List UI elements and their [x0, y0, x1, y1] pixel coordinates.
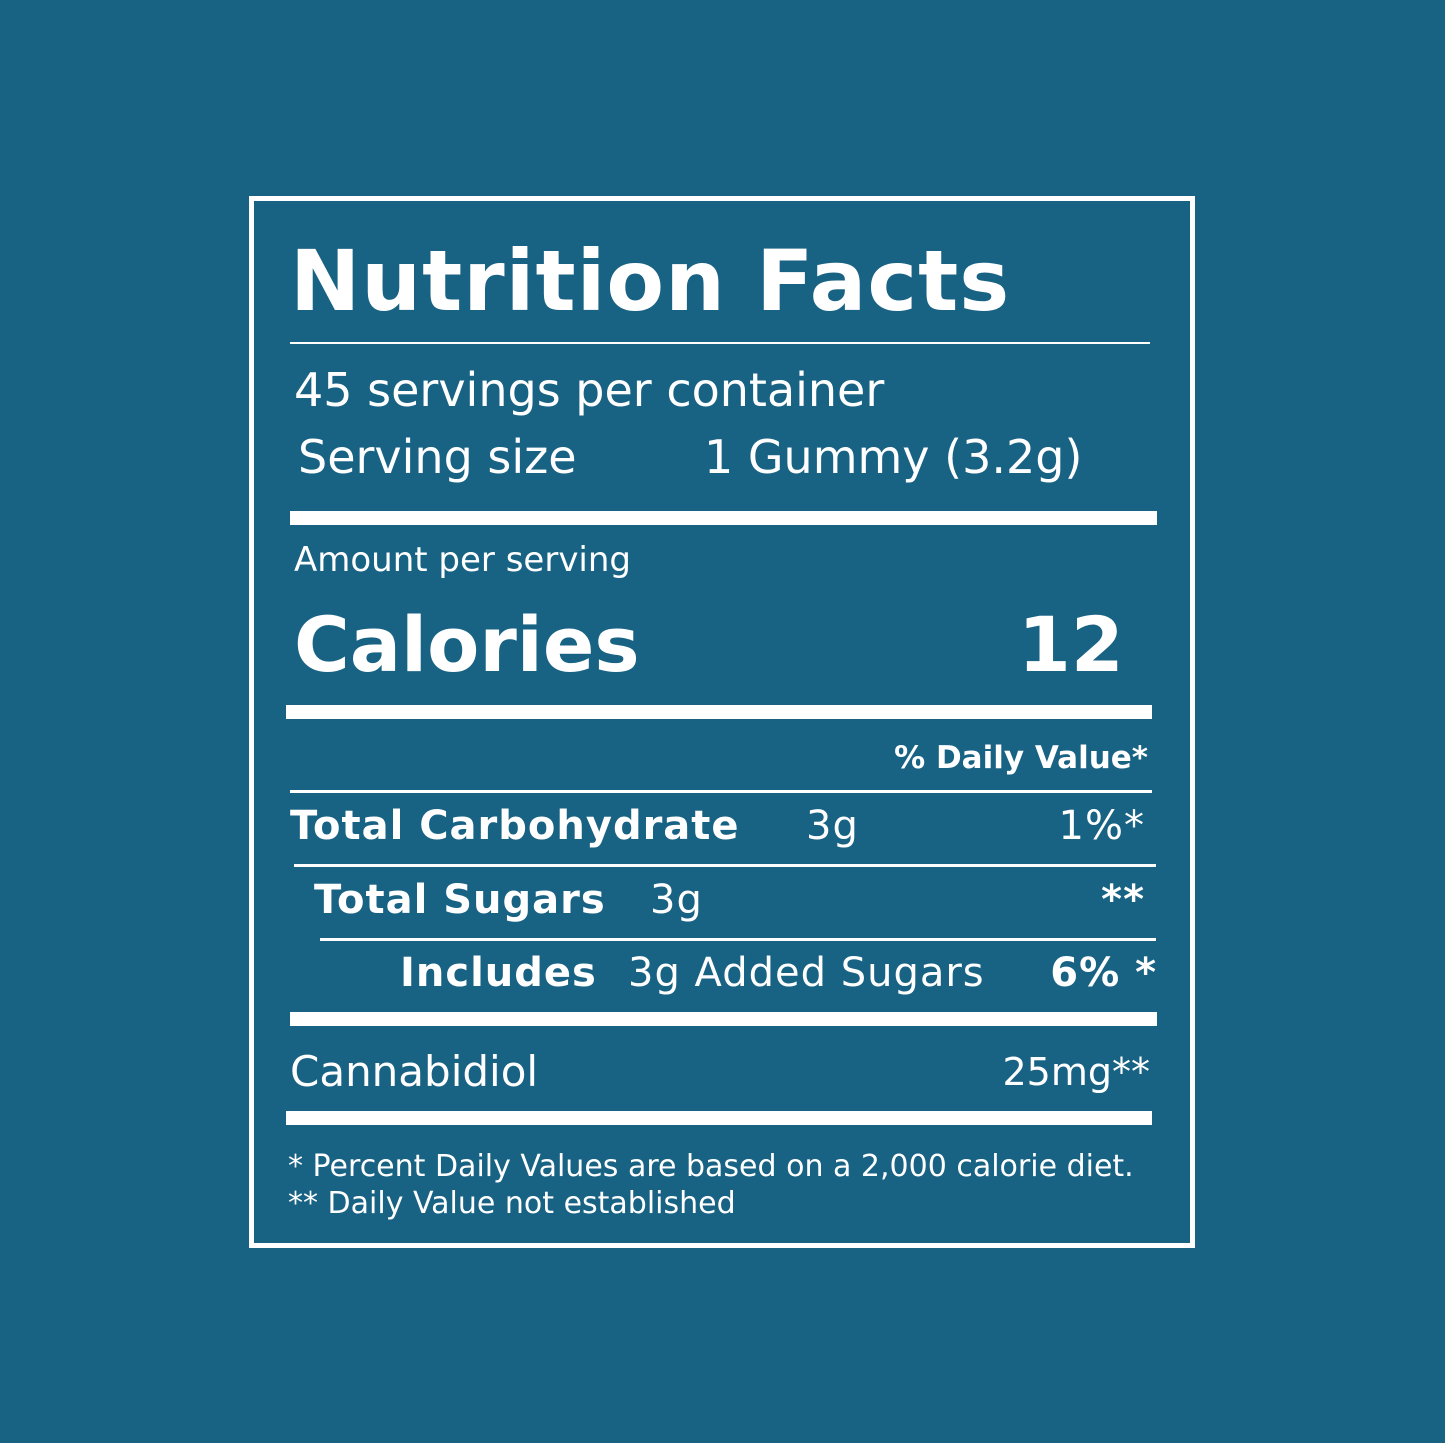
cannabidiol-value: 25mg**	[1002, 1050, 1151, 1094]
cannabidiol-label: Cannabidiol	[290, 1047, 539, 1096]
daily-value-header: % Daily Value*	[894, 740, 1148, 776]
total-sugars-dv: **	[1101, 877, 1145, 923]
added-sugars-label: Includes	[400, 950, 597, 996]
cannabidiol-divider	[286, 1111, 1152, 1125]
amount-per-serving: Amount per serving	[294, 540, 632, 580]
calories-value: 12	[1018, 600, 1124, 689]
servings-per-container: 45 servings per container	[294, 363, 885, 417]
footnote-not-established: ** Daily Value not established	[288, 1186, 736, 1221]
total-carbohydrate-label: Total Carbohydrate	[290, 803, 740, 849]
footnote-daily-values: * Percent Daily Values are based on a 2,…	[288, 1149, 1134, 1184]
serving-size-value: 1 Gummy (3.2g)	[704, 430, 1083, 484]
added-sugars-amount: 3g Added Sugars	[628, 950, 985, 996]
title-divider	[290, 342, 1150, 344]
label-title: Nutrition Facts	[290, 232, 1011, 330]
total-carbohydrate-amount: 3g	[806, 803, 859, 849]
total-sugars-label: Total Sugars	[314, 877, 606, 923]
total-sugars-amount: 3g	[650, 877, 703, 923]
carb-divider	[294, 864, 1156, 867]
calories-label: Calories	[294, 600, 640, 689]
added-sugars-dv: 6% *	[1050, 950, 1157, 996]
nutrition-facts-label: Nutrition Facts 45 servings per containe…	[249, 196, 1195, 1248]
dv-divider	[290, 790, 1152, 793]
calories-divider	[286, 705, 1152, 719]
added-sugars-divider	[290, 1012, 1157, 1026]
sugars-divider	[320, 938, 1156, 941]
serving-size-label: Serving size	[298, 430, 577, 484]
serving-divider	[290, 511, 1157, 525]
total-carbohydrate-dv: 1%*	[1058, 803, 1145, 849]
